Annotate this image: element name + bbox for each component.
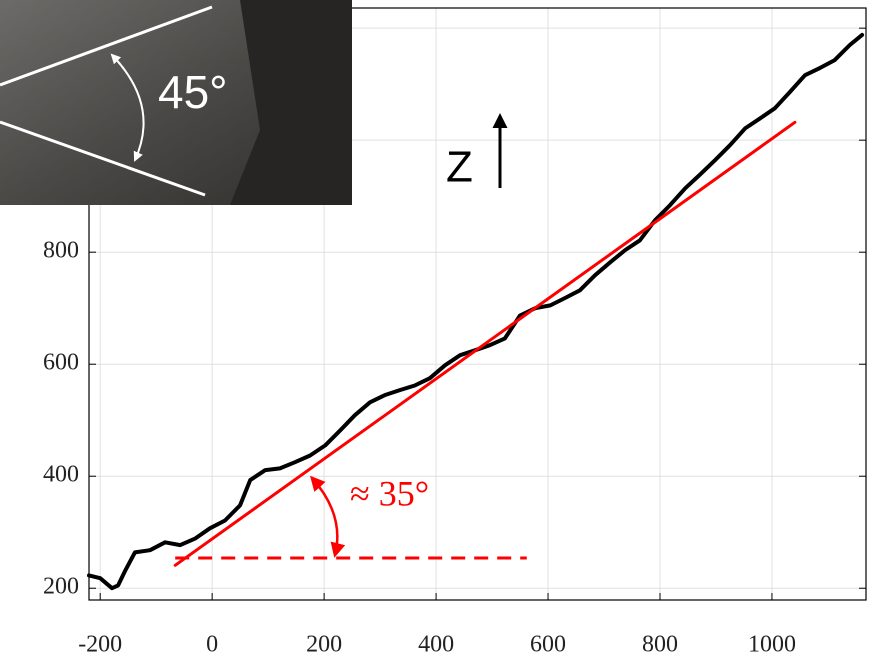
x-tick-label: 0	[206, 632, 218, 658]
line	[87, 32, 865, 591]
angle-label: ≈ 35°	[350, 473, 429, 513]
inset-edge	[0, 120, 206, 197]
x-tick-label: 1000	[748, 632, 796, 658]
y-tick-label: 400	[43, 462, 79, 488]
y-tick-label: 600	[43, 350, 79, 376]
plot-frame	[88, 7, 867, 601]
angle-arc	[310, 475, 346, 558]
x-tick-label: 400	[418, 632, 454, 658]
y-tick-label: 200	[43, 574, 79, 600]
inset-arc	[110, 53, 145, 162]
x-tick-label: 600	[530, 632, 566, 658]
plot-area	[87, 32, 865, 591]
inset-shadow	[230, 0, 352, 205]
inset-photo: 45°	[0, 0, 352, 205]
y-tick-label: 800	[43, 238, 79, 264]
line	[173, 120, 797, 567]
inset-edge	[0, 5, 213, 87]
x-tick-label: 200	[306, 632, 342, 658]
z-label: Z	[446, 143, 473, 192]
x-tick-label: 800	[642, 632, 678, 658]
inset-label: 45°	[158, 66, 228, 118]
x-tick-label: -200	[78, 632, 122, 658]
